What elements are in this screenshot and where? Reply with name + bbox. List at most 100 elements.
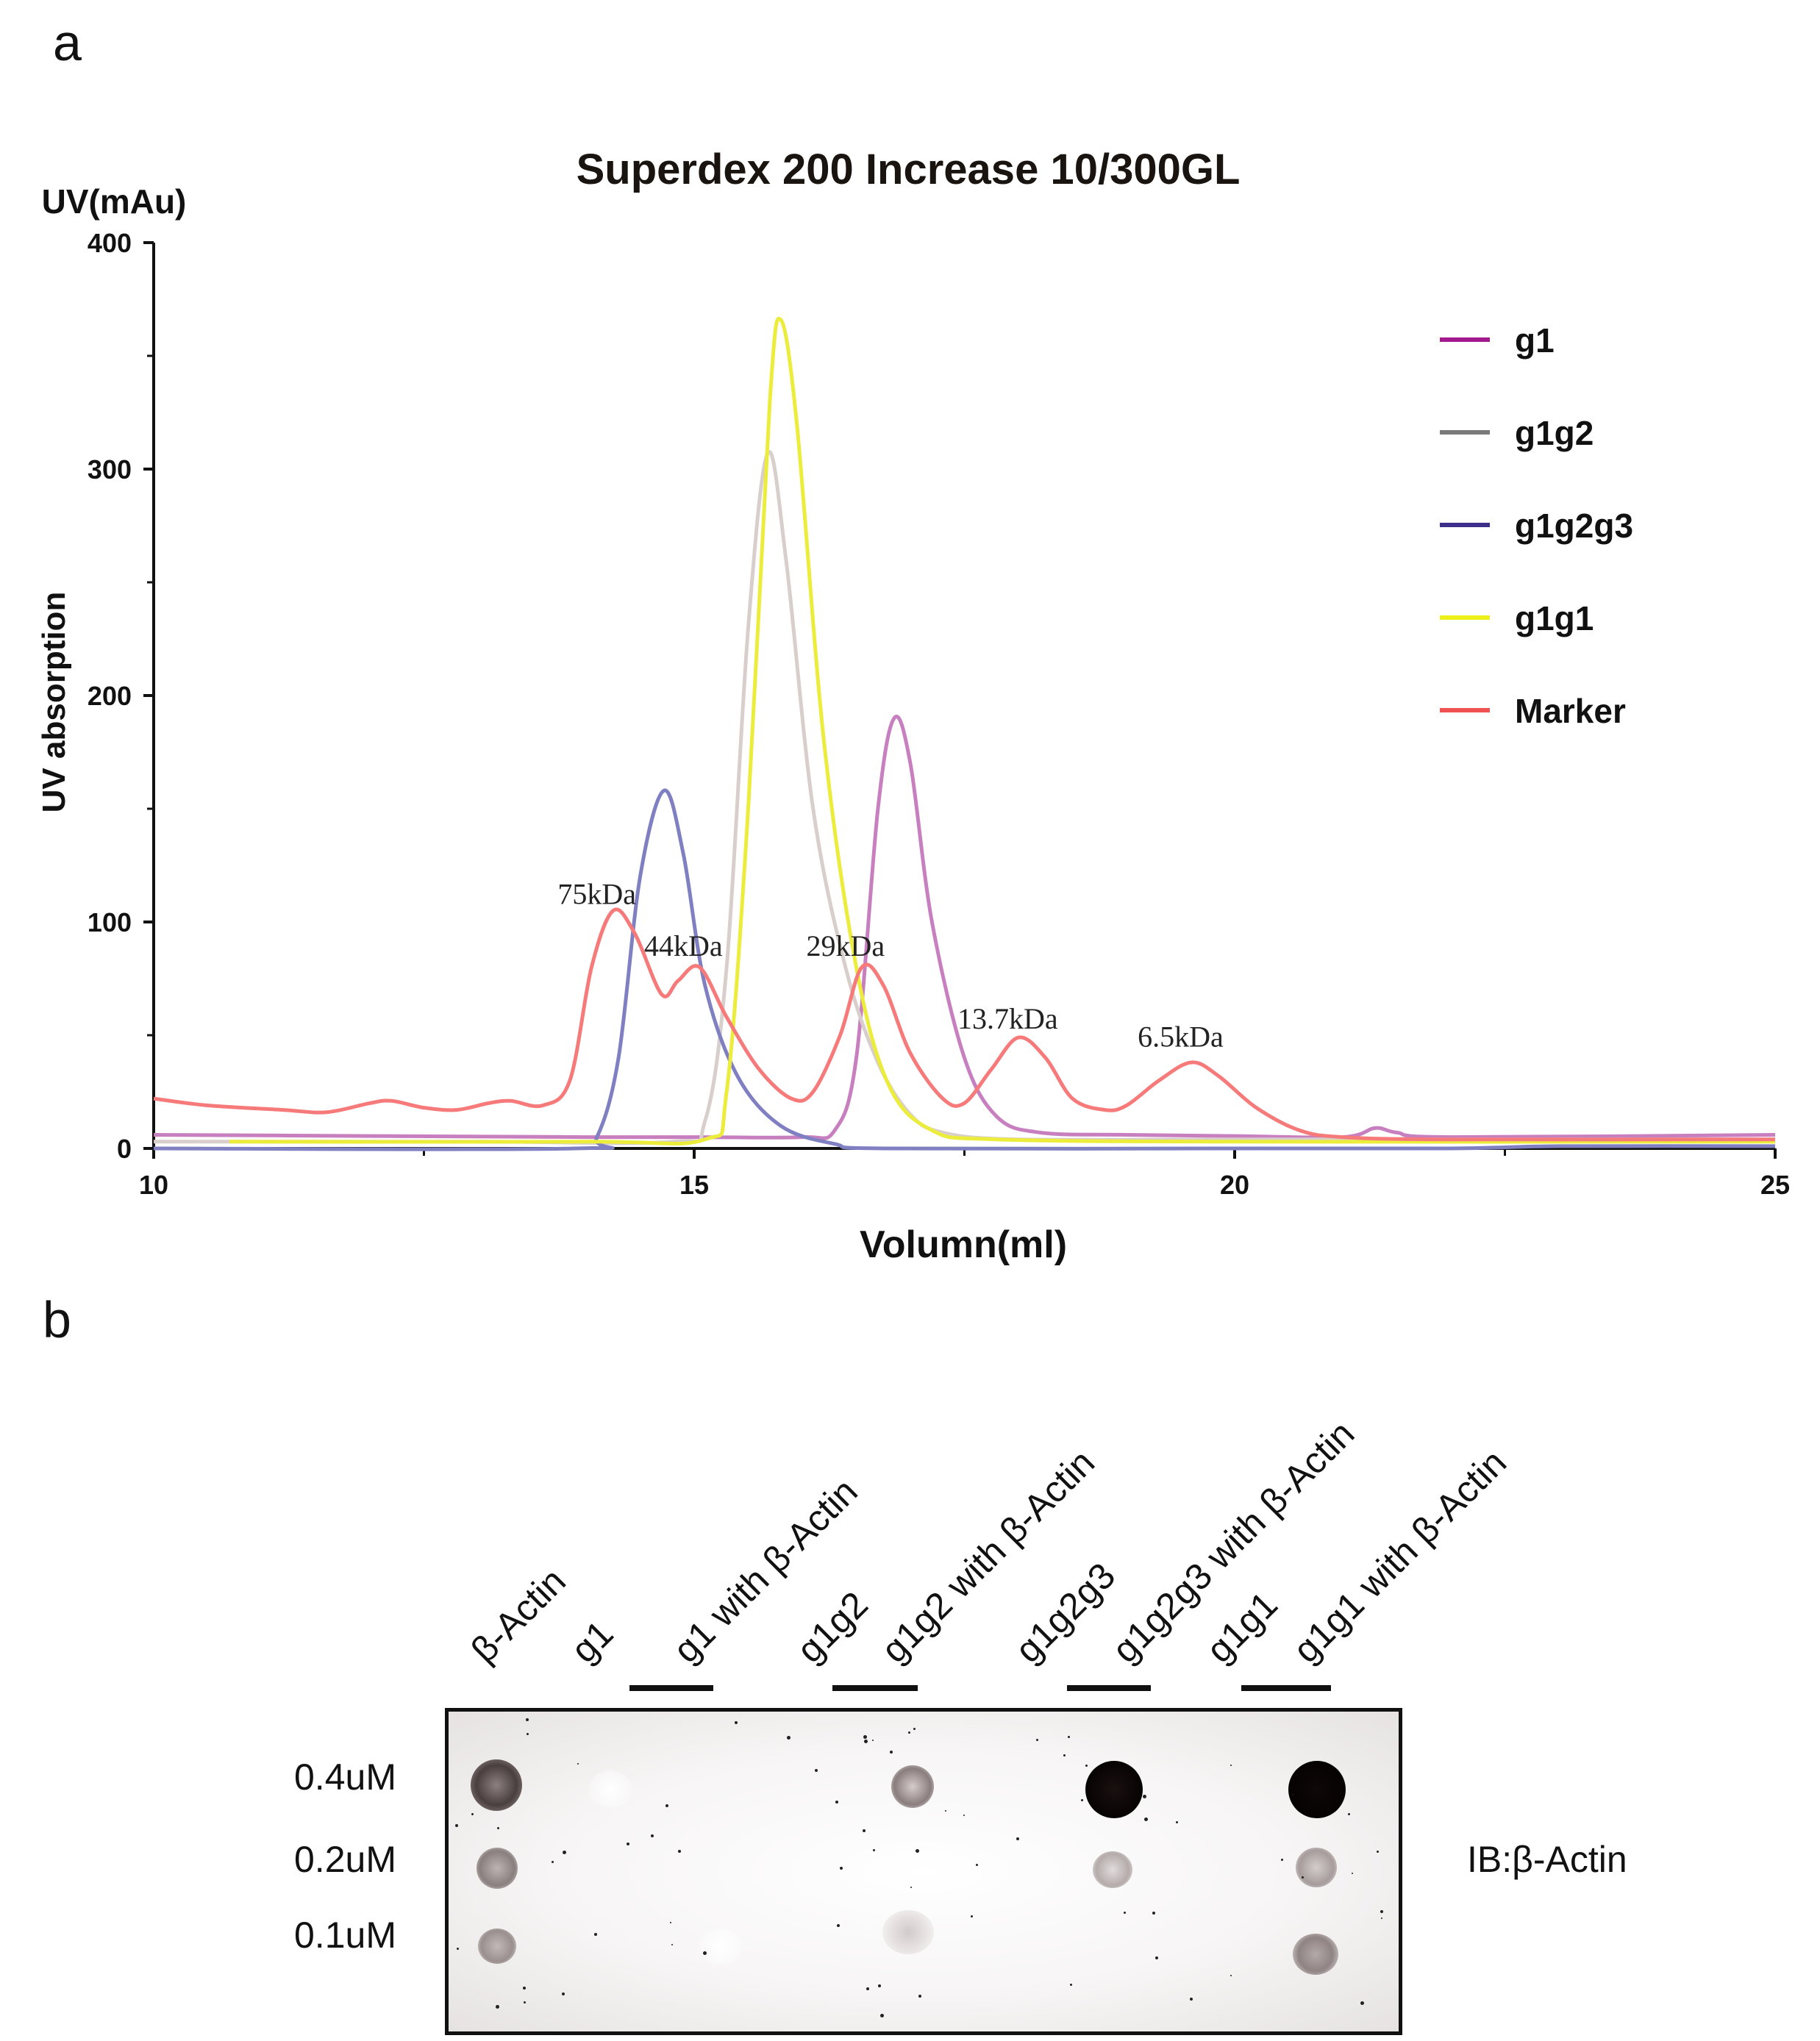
blot-speck [863, 1735, 867, 1739]
blot-speck [1152, 1912, 1155, 1915]
blot-speck [1085, 1765, 1088, 1767]
blot-speck [872, 1740, 874, 1741]
conc-label-1: 0.2uM [294, 1839, 396, 1880]
series-line-g1 [153, 715, 1776, 1140]
blot-speck [1124, 1912, 1126, 1914]
blot-speck [577, 1763, 579, 1765]
blot-speck [1036, 1739, 1038, 1741]
dot-blot [445, 1708, 1402, 2035]
blot-dot-g1g2actin-04 [891, 1765, 934, 1808]
blot-speck [665, 1804, 668, 1807]
y-tick-label-3: 300 [88, 454, 132, 485]
lane-label-3: g1g2 [788, 1584, 876, 1671]
x-tick-label-1: 15 [679, 1170, 709, 1200]
blot-speck [1176, 1821, 1178, 1823]
blot-speck [918, 1995, 921, 1998]
series-line-g1g2 [154, 450, 1775, 1145]
y-axis-label: UV absorption [36, 592, 72, 813]
blot-speck [890, 1751, 893, 1754]
blot-speck [1063, 1754, 1066, 1756]
blot-speck [880, 2014, 884, 2017]
blot-speck [457, 1948, 459, 1950]
blot-speck [1348, 1813, 1350, 1815]
blot-speck [864, 1740, 868, 1743]
blot-dot-g1g1actin-02 [1296, 1848, 1337, 1887]
x-tick-label-0: 10 [139, 1170, 168, 1200]
blot-speck [678, 1850, 681, 1853]
blot-speck [1292, 1794, 1293, 1795]
blot-speck [1230, 1765, 1232, 1766]
panel-label-a: a [53, 14, 82, 71]
peak-annotation-4: 6.5kDa [1138, 1020, 1224, 1053]
blot-speck [523, 1987, 526, 1990]
series-line-marker [153, 907, 1776, 1142]
blot-speck [1190, 1998, 1193, 2001]
x-tick-label-3: 25 [1760, 1170, 1790, 1200]
blot-speck [471, 1813, 474, 1815]
legend-label-g1: g1 [1515, 321, 1555, 360]
peak-annotation-0: 75kDa [557, 877, 636, 910]
blot-speck [527, 1733, 529, 1735]
blot-speck [787, 1736, 791, 1740]
blot-speck [963, 1815, 965, 1816]
blot-dot-g1g2g3actin-04 [1085, 1761, 1143, 1818]
blot-speck [524, 2001, 526, 2004]
blot-speck [910, 1887, 912, 1888]
blot-speck [1070, 1984, 1072, 1986]
x-axis-label: Volumn(ml) [860, 1223, 1067, 1266]
blot-speck [1155, 1956, 1158, 1959]
blot-speck [670, 1922, 671, 1923]
blot-speck [866, 1987, 869, 1990]
blot-speck [1377, 1851, 1379, 1853]
blot-speck [837, 1924, 840, 1927]
pair-bar-g1g2 [832, 1685, 918, 1691]
blot-speck [1144, 1817, 1148, 1821]
peak-annotation-3: 13.7kDa [957, 1002, 1058, 1035]
blot-speck [627, 1842, 629, 1845]
blot-speck [1302, 1876, 1304, 1879]
blot-speck [835, 1801, 838, 1804]
conc-label-0: 0.4uM [294, 1756, 396, 1798]
blot-speck [1381, 1917, 1382, 1919]
x-tick-label-2: 20 [1220, 1170, 1249, 1200]
blot-dot-actin-02 [477, 1848, 518, 1889]
panel-label-b: b [43, 1291, 71, 1348]
blot-speck [1230, 1975, 1232, 1976]
blot-speck [703, 1951, 707, 1955]
blot-speck [1352, 1873, 1353, 1874]
blot-speck [563, 1851, 566, 1854]
legend: g1 g1g2 g1g2g3 g1g1 Marker [1440, 321, 1633, 730]
pair-bar-g1g1 [1241, 1685, 1331, 1691]
blot-speck [455, 1824, 458, 1827]
blot-speck [1016, 1837, 1019, 1840]
blot-speck [1143, 1795, 1146, 1798]
blot-speck [1081, 1799, 1083, 1801]
legend-label-g1g2: g1g2 [1515, 414, 1594, 452]
blot-speck [562, 1992, 565, 1995]
lane-label-7: g1g1 [1198, 1584, 1285, 1671]
blot-speck [863, 1829, 866, 1832]
y-tick-label-1: 100 [88, 907, 132, 937]
chart-title: Superdex 200 Increase 10/300GL [577, 146, 1241, 193]
blot-dot-g1g1actin-04 [1288, 1761, 1346, 1818]
blot-speck [971, 1915, 973, 1917]
blot-speck [594, 1933, 597, 1936]
lane-label-5: g1g2g3 [1007, 1554, 1124, 1671]
antibody-label: IB:β-Actin [1467, 1839, 1627, 1880]
blot-speck [913, 1728, 916, 1730]
legend-label-marker: Marker [1515, 692, 1626, 730]
blot-speck [735, 1721, 738, 1724]
blot-speck [552, 1861, 554, 1863]
pair-bar-g1 [629, 1685, 713, 1691]
blot-dot-actin-01 [478, 1929, 516, 1964]
y-tick-label-4: 400 [88, 228, 132, 258]
blot-speck [1068, 1736, 1070, 1738]
blot-speck [496, 2005, 499, 2009]
peak-annotation-1: 44kDa [644, 929, 723, 962]
y-tick-label-2: 200 [88, 681, 132, 711]
blot-speck [916, 1849, 919, 1853]
blot-speck [815, 1769, 818, 1772]
blot-dot-g1-01 [699, 1929, 743, 1965]
legend-label-g1g2g3: g1g2g3 [1515, 507, 1633, 545]
